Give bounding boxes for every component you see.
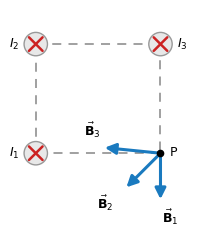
Text: $I_2$: $I_2$	[9, 36, 20, 52]
Circle shape	[24, 142, 47, 165]
Circle shape	[149, 32, 172, 56]
Circle shape	[24, 32, 47, 56]
Text: $I_3$: $I_3$	[177, 36, 187, 52]
Text: P: P	[169, 146, 177, 159]
Text: $I_1$: $I_1$	[9, 146, 20, 161]
Text: $\vec{\mathbf{B}}_3$: $\vec{\mathbf{B}}_3$	[84, 120, 101, 140]
Text: $\vec{\mathbf{B}}_1$: $\vec{\mathbf{B}}_1$	[162, 208, 178, 225]
Text: $\vec{\mathbf{B}}_2$: $\vec{\mathbf{B}}_2$	[97, 193, 113, 213]
